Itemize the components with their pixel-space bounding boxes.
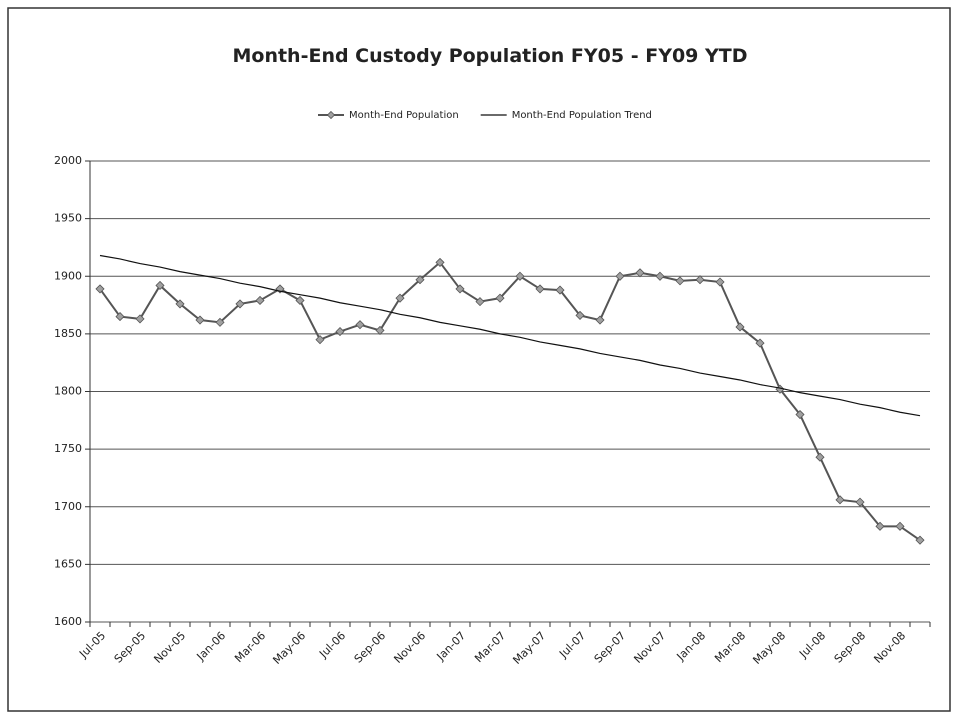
- data-point: [675, 276, 685, 286]
- data-point: [175, 299, 185, 309]
- data-point: [515, 271, 525, 281]
- data-point: [535, 284, 545, 294]
- data-point: [115, 312, 125, 322]
- data-point: [655, 271, 665, 281]
- data-point: [315, 335, 325, 345]
- data-point: [375, 325, 385, 335]
- y-tick-label: 1950: [54, 212, 82, 225]
- y-tick-label: 1850: [54, 327, 82, 340]
- y-tick-label: 1750: [54, 442, 82, 455]
- legend-label: Month-End Population Trend: [512, 110, 652, 121]
- data-point: [455, 284, 465, 294]
- data-point: [435, 257, 445, 267]
- data-point: [395, 293, 405, 303]
- data-point: [895, 521, 905, 531]
- data-point: [135, 314, 145, 324]
- y-tick-label: 1700: [54, 500, 82, 513]
- data-point: [155, 280, 165, 291]
- y-tick-label: 1800: [54, 385, 82, 398]
- data-point: [215, 317, 225, 327]
- data-point: [915, 535, 925, 545]
- data-point: [95, 284, 105, 294]
- data-point: [735, 322, 745, 332]
- data-point: [495, 293, 505, 303]
- data-point: [235, 299, 245, 309]
- data-point: [635, 268, 645, 278]
- data-point: [595, 315, 605, 325]
- data-point: [695, 275, 705, 285]
- series-line: [99, 260, 921, 541]
- data-point: [755, 338, 765, 348]
- data-point: [255, 295, 265, 306]
- chart-title: Month-End Custody Population FY05 - FY09…: [232, 45, 747, 67]
- chart-frame: [7, 7, 951, 712]
- data-point: [875, 521, 885, 531]
- data-point: [795, 409, 805, 420]
- data-point: [475, 297, 485, 307]
- data-point: [355, 320, 365, 330]
- data-point: [195, 315, 205, 325]
- y-tick-label: 1600: [54, 615, 82, 628]
- data-point: [815, 452, 825, 462]
- data-point: [295, 295, 305, 306]
- y-tick-label: 1650: [54, 557, 82, 570]
- y-tick-label: 2000: [54, 154, 82, 167]
- data-point: [855, 497, 865, 507]
- series-line: [99, 254, 921, 417]
- y-tick-label: 1900: [54, 269, 82, 282]
- legend-label: Month-End Population: [349, 110, 459, 121]
- data-point: [555, 285, 565, 295]
- data-point: [615, 271, 625, 281]
- data-point: [575, 310, 585, 321]
- legend-marker: [326, 110, 336, 120]
- data-point: [335, 327, 345, 337]
- data-point: [415, 275, 425, 285]
- data-point: [835, 495, 845, 505]
- data-point: [715, 277, 725, 287]
